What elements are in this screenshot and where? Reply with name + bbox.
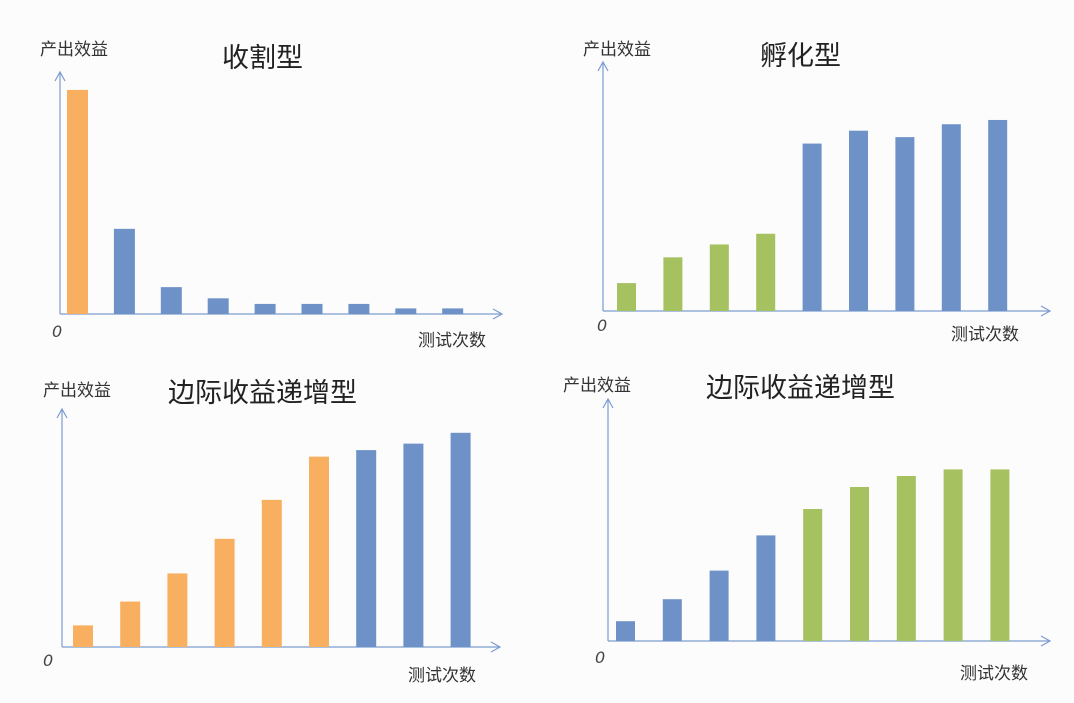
chart-title: 边际收益递增型 (168, 378, 357, 409)
bar-7 (356, 450, 377, 647)
y-axis-label: 产出效益 (563, 376, 631, 396)
bar-7 (895, 137, 915, 311)
x-axis-label: 测试次数 (951, 325, 1019, 345)
bar-2 (120, 601, 141, 647)
bar-3 (709, 570, 729, 641)
bar-3 (167, 573, 188, 647)
bar-1 (616, 621, 635, 641)
origin-label: 0 (43, 651, 54, 670)
bar-6 (309, 456, 329, 647)
bar-5 (254, 303, 276, 314)
chart-title: 孵化型 (760, 41, 841, 72)
bar-9 (442, 308, 464, 314)
chart-plot (56, 407, 502, 653)
chart-incubation: 产出效益 孵化型 0 测试次数 (583, 40, 1052, 345)
x-axis-label: 测试次数 (418, 331, 486, 351)
bar-5 (802, 143, 822, 311)
bar-9 (988, 119, 1008, 311)
bar-6 (850, 487, 869, 641)
bar-4 (207, 298, 229, 314)
bar-4 (756, 233, 776, 311)
bar-3 (160, 287, 182, 314)
x-axis-arrow (492, 308, 504, 320)
bar-8 (943, 469, 963, 641)
bar-7 (348, 303, 370, 314)
bar-7 (896, 476, 916, 641)
x-axis-arrow (1040, 305, 1052, 317)
y-axis-arrow (602, 397, 614, 409)
bar-5 (261, 499, 282, 647)
x-axis-arrow (490, 641, 502, 653)
origin-label: 0 (597, 316, 608, 335)
bar-8 (403, 443, 424, 647)
x-axis-label: 测试次数 (408, 666, 476, 686)
bar-6 (849, 130, 868, 311)
bar-3 (709, 244, 729, 311)
origin-label: 0 (52, 322, 63, 341)
bar-4 (214, 538, 235, 647)
bar-9 (990, 469, 1010, 641)
bar-8 (941, 124, 961, 311)
bar-2 (113, 228, 135, 314)
bar-4 (756, 535, 776, 641)
bar-6 (301, 303, 323, 314)
y-axis-label: 产出效益 (43, 381, 111, 401)
chart-title: 收割型 (222, 43, 303, 74)
y-axis-arrow (597, 60, 609, 72)
bar-1 (617, 283, 636, 311)
bar-2 (663, 257, 683, 311)
x-axis-arrow (1040, 635, 1052, 647)
y-axis-label: 产出效益 (583, 40, 651, 60)
chart-harvest: 产出效益 收割型 0 测试次数 (0, 0, 537, 352)
chart-plot (54, 70, 504, 320)
bar-1 (73, 625, 93, 647)
y-axis-arrow (56, 407, 68, 419)
bar-8 (395, 308, 417, 314)
bar-5 (803, 509, 823, 641)
bar-2 (662, 599, 682, 641)
chart-title: 边际收益递增型 (706, 373, 895, 404)
chart-increasing-returns-a: 产出效益 边际收益递增型 0 测试次数 (43, 378, 502, 686)
bar-9 (450, 432, 471, 647)
y-axis-arrow (54, 70, 66, 82)
origin-label: 0 (595, 648, 606, 667)
chart-plot (597, 60, 1052, 317)
y-axis-label: 产出效益 (40, 40, 108, 60)
bar-1 (67, 89, 88, 314)
x-axis-label: 测试次数 (960, 664, 1028, 684)
